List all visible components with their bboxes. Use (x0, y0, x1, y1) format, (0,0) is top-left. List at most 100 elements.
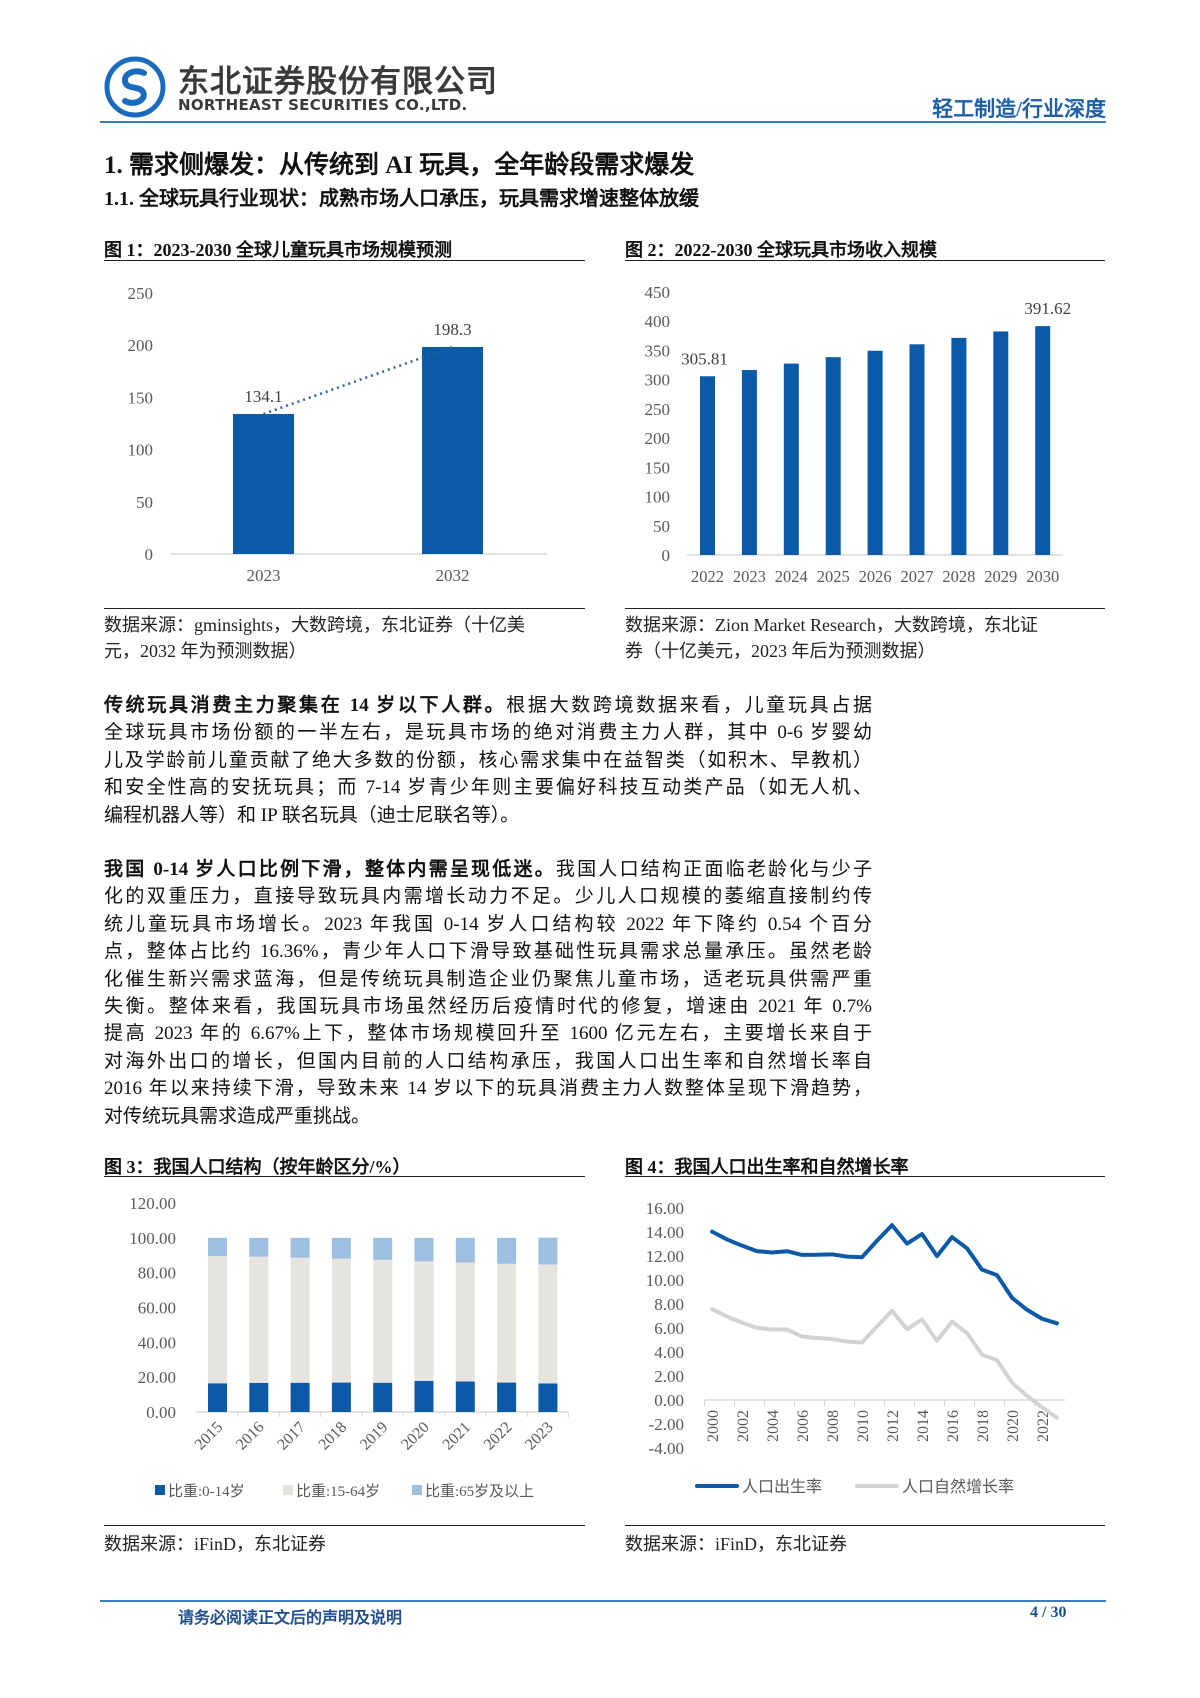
paragraph-line: 点，整体占比约 16.36%，青少年人口下滑导致基础性玩具需求总量承压。虽然老龄 (104, 941, 872, 963)
x-tick-label: 2004 (765, 1410, 782, 1442)
fig2-top-rule (625, 260, 1105, 261)
y-tick-label: 4.00 (654, 1343, 684, 1362)
bar-segment (497, 1382, 517, 1412)
bar-segment (208, 1256, 227, 1384)
paragraph-population: 我国 0-14 岁人口比例下滑，整体内需呈现低迷。我国人口结构正面临老龄化与少子… (104, 856, 872, 1130)
data-label: 305.81 (681, 349, 728, 368)
footer-disclaimer: 请务必阅读正文后的声明及说明 (178, 1610, 403, 1627)
y-tick-label: 10.00 (646, 1271, 684, 1290)
fig3-source: 数据来源：iFinD，东北证券 (104, 1534, 327, 1554)
x-tick-label: 2027 (901, 567, 934, 586)
x-tick-label: 2015 (192, 1419, 227, 1454)
fig1-source-rule (104, 608, 585, 609)
y-tick-label: 200 (128, 336, 154, 355)
paragraph-line: 我国 0-14 岁人口比例下滑，整体内需呈现低迷。我国人口结构正面临老龄化与少子 (104, 859, 872, 880)
x-tick-label: 2023 (247, 566, 281, 585)
x-tick-label: 2000 (705, 1410, 722, 1442)
legend-swatch (155, 1485, 165, 1495)
y-tick-label: 12.00 (646, 1247, 684, 1266)
company-name-cn: 东北证券股份有限公司 (178, 64, 498, 100)
footer-divider (100, 1600, 1106, 1602)
company-name-en: NORTHEAST SECURITIES CO.,LTD. (178, 96, 468, 114)
y-tick-label: 20.00 (138, 1368, 176, 1387)
bar-segment (538, 1264, 558, 1384)
x-tick-label: 2008 (825, 1410, 842, 1442)
northeast-securities-logo-icon (104, 56, 166, 118)
x-tick-label: 2023 (522, 1419, 557, 1454)
paragraph-line: 失衡。整体来看，我国玩具市场虽然经历后疫情时代的修复，增速由 2021 年 0.… (104, 995, 872, 1017)
y-tick-label: 0 (662, 546, 671, 565)
y-tick-label: 50 (653, 517, 670, 536)
data-label: 134.1 (244, 387, 282, 406)
x-tick-label: 2012 (885, 1410, 902, 1442)
y-tick-label: -2.00 (649, 1415, 684, 1434)
bar-segment (414, 1380, 434, 1412)
x-tick-label: 2022 (481, 1419, 516, 1454)
y-tick-label: 16.00 (646, 1199, 684, 1218)
subsection-heading: 1.1. 全球玩具行业现状：成熟市场人口承压，玩具需求增速整体放缓 (104, 188, 699, 210)
bar-segment (414, 1261, 434, 1381)
paragraph-line: 和安全性高的安抚玩具；而 7-14 岁青少年则主要偏好科技互动类产品（如无人机、 (104, 777, 872, 799)
x-tick-label: 2002 (735, 1410, 752, 1442)
bar (741, 370, 757, 555)
y-tick-label: 150 (645, 458, 671, 477)
x-tick-label: 2010 (855, 1410, 872, 1442)
x-tick-label: 2024 (775, 567, 808, 586)
fig4-source-rule (625, 1525, 1105, 1526)
bar-segment (331, 1382, 351, 1412)
paragraph-line: 化的双重压力，直接导致玩具内需增长动力不足。少儿人口规模的萎缩直接制约传 (104, 886, 872, 908)
fig1-title: 图 1：2023-2030 全球儿童玩具市场规模预测 (104, 240, 452, 260)
legend-label: 比重:15-64岁 (296, 1483, 380, 1500)
x-tick-label: 2018 (316, 1419, 351, 1454)
paragraph-lead: 我国 0-14 岁人口比例下滑，整体内需呈现低迷。 (104, 859, 556, 880)
bar-segment (497, 1237, 517, 1264)
fig2-source-rule (625, 608, 1105, 609)
bar-segment (373, 1237, 393, 1260)
paragraph-toy-consumers: 传统玩具消费主力聚集在 14 岁以下人群。根据大数跨境数据来看，儿童玩具占据 全… (104, 692, 872, 829)
paragraph-lead: 传统玩具消费主力聚集在 14 岁以下人群。 (104, 695, 507, 716)
x-tick-label: 2021 (439, 1419, 474, 1454)
x-tick-label: 2019 (357, 1419, 392, 1454)
x-tick-label: 2025 (817, 567, 850, 586)
bar-segment (538, 1237, 558, 1265)
y-tick-label: 100 (128, 441, 154, 460)
x-tick-label: 2028 (942, 567, 975, 586)
y-tick-label: 60.00 (138, 1299, 176, 1318)
page-number: 4 / 30 (1030, 1604, 1067, 1621)
bar-segment (414, 1237, 434, 1262)
paragraph-line: 对海外出口的增长，但国内目前的人口结构承压，我国人口出生率和自然增长率自 (104, 1050, 872, 1072)
legend-label: 比重:65岁及以上 (425, 1483, 534, 1500)
legend-swatch (412, 1485, 422, 1495)
y-tick-label: 200 (645, 429, 671, 448)
data-label: 391.62 (1024, 299, 1071, 318)
bar-segment (331, 1258, 351, 1383)
fig2-source-line: 券（十亿美元，2023 年后为预测数据） (625, 641, 936, 661)
y-tick-label: 450 (645, 283, 671, 302)
paragraph-line: 编程机器人等）和 IP 联名玩具（迪士尼联名等）。 (104, 804, 520, 826)
x-tick-label: 2022 (1035, 1410, 1052, 1442)
y-tick-label: 0.00 (146, 1403, 176, 1422)
x-tick-label: 2026 (859, 567, 892, 586)
bar-segment (249, 1382, 269, 1412)
x-tick-label: 2023 (733, 567, 766, 586)
fig4-source: 数据来源：iFinD，东北证券 (625, 1534, 848, 1554)
bar-segment (373, 1259, 393, 1383)
fig1-source-line: 元，2032 年为预测数据） (104, 641, 307, 661)
x-tick-label: 2014 (915, 1410, 932, 1442)
fig1-source-line: 数据来源：gminsights，大数跨境，东北证券（十亿美 (104, 615, 526, 635)
fig3-title: 图 3：我国人口结构（按年龄区分/%） (104, 1157, 411, 1177)
bar (700, 376, 715, 555)
y-tick-label: 6.00 (654, 1319, 684, 1338)
fig3-source-rule (104, 1525, 585, 1526)
legend-label: 人口自然增长率 (902, 1478, 1014, 1496)
x-tick-label: 2018 (975, 1410, 992, 1442)
y-tick-label: 100.00 (129, 1229, 176, 1248)
paragraph-line: 儿及学龄前儿童贡献了绝大多数的份额，核心需求集中在益智类（如积木、早教机） (104, 749, 872, 771)
bar (1035, 326, 1051, 555)
bar (783, 363, 799, 555)
bar-segment (290, 1237, 310, 1258)
x-tick-label: 2030 (1026, 567, 1059, 586)
bar-segment (290, 1257, 310, 1383)
paragraph-line: 提高 2023 年的 6.67%上下，整体市场规模回升至 1600 亿元左右，主… (104, 1023, 872, 1045)
bar-segment (208, 1383, 227, 1412)
